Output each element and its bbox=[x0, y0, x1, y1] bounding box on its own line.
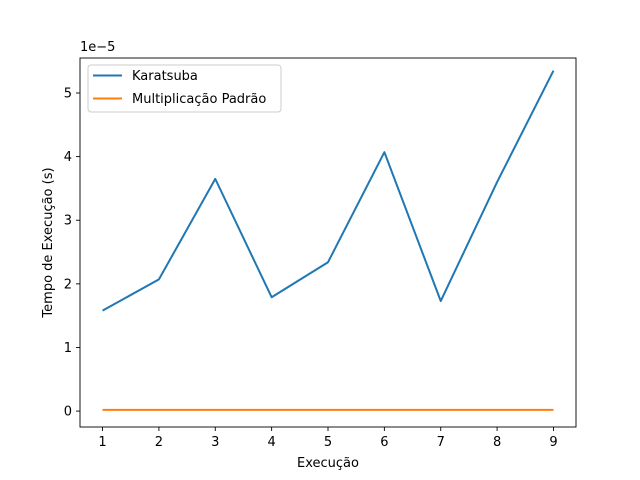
y-tick-label: 4 bbox=[64, 150, 72, 165]
y-offset-label: 1e−5 bbox=[80, 40, 115, 55]
y-tick-label: 1 bbox=[64, 341, 72, 356]
y-tick-label: 5 bbox=[64, 86, 72, 101]
y-tick-label: 2 bbox=[64, 277, 72, 292]
x-tick-label: 2 bbox=[155, 435, 163, 450]
x-tick-label: 6 bbox=[380, 435, 388, 450]
x-tick-label: 5 bbox=[324, 435, 332, 450]
legend-box bbox=[87, 64, 282, 113]
y-axis-ticks: 0 1 2 3 4 5 bbox=[64, 86, 80, 420]
legend-label-karatsuba: Karatsuba bbox=[132, 69, 198, 84]
y-tick-label: 0 bbox=[64, 405, 72, 420]
plot-lines bbox=[102, 70, 555, 411]
y-tick-label: 3 bbox=[64, 214, 72, 229]
x-tick-label: 4 bbox=[267, 435, 275, 450]
x-axis-label: Execução bbox=[297, 456, 359, 471]
x-tick-label: 1 bbox=[98, 435, 106, 450]
legend-label-multiplicacao-padrao: Multiplicação Padrão bbox=[132, 92, 266, 107]
x-tick-label: 8 bbox=[493, 435, 501, 450]
y-axis-label: Tempo de Execução (s) bbox=[41, 167, 56, 318]
x-tick-label: 9 bbox=[549, 435, 557, 450]
x-axis-ticks: 1 2 3 4 5 6 7 8 9 bbox=[98, 427, 558, 450]
plot-frame bbox=[79, 57, 577, 428]
legend: Karatsuba Multiplicação Padrão bbox=[87, 64, 282, 113]
x-tick-label: 3 bbox=[211, 435, 219, 450]
x-tick-label: 7 bbox=[437, 435, 445, 450]
